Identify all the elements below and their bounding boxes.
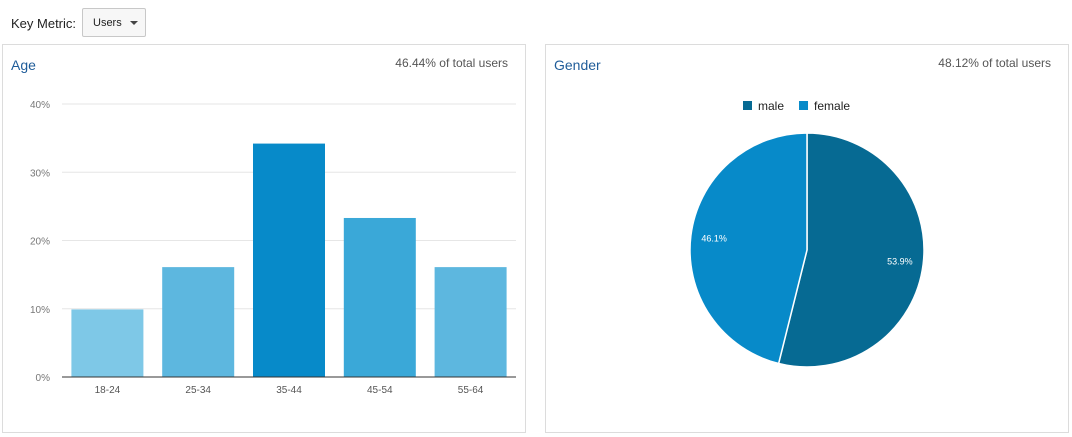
legend-label: male <box>758 99 784 113</box>
x-tick-label: 18-24 <box>95 385 121 396</box>
x-tick-label: 55-64 <box>458 385 484 396</box>
gender-total-note: 48.12% of total users <box>938 56 1051 70</box>
toolbar: Key Metric: Users <box>0 0 1072 44</box>
y-tick-label: 30% <box>30 168 50 179</box>
bar[interactable] <box>253 143 325 377</box>
pie-slice-male[interactable] <box>777 132 925 368</box>
bar[interactable] <box>434 267 507 377</box>
age-total-note: 46.44% of total users <box>395 56 508 70</box>
legend-label: female <box>814 99 850 113</box>
caret-down-icon <box>130 21 138 25</box>
bar[interactable] <box>162 267 235 377</box>
gender-panel: male female 53.9% 46.1% Gender 48.12% of to… <box>545 44 1069 433</box>
y-tick-label: 0% <box>36 373 51 384</box>
key-metric-dropdown[interactable]: Users <box>82 8 146 37</box>
slice-label: 53.9% <box>887 256 913 266</box>
key-metric-label: Key Metric: <box>11 16 77 31</box>
slice-label: 46.1% <box>701 234 727 244</box>
bar[interactable] <box>343 217 416 377</box>
key-metric-value: Users <box>93 17 122 29</box>
legend-swatch <box>799 101 809 110</box>
y-tick-label: 40% <box>30 100 50 111</box>
y-tick-label: 20% <box>30 237 50 248</box>
bar[interactable] <box>71 309 144 377</box>
x-tick-label: 25-34 <box>185 385 211 396</box>
x-tick-label: 35-44 <box>276 385 302 396</box>
pie-slice-female[interactable] <box>689 132 808 365</box>
legend-swatch <box>743 101 752 110</box>
y-tick-label: 10% <box>30 305 50 316</box>
age-chart: 0% 10% 20% 30% 40% 18-24 25-34 35-44 45-54 55-64 <box>30 100 516 396</box>
age-title: Age <box>11 57 36 73</box>
gender-chart: male female 53.9% 46.1% <box>689 99 925 368</box>
x-tick-label: 45-54 <box>367 385 393 396</box>
age-panel: 0% 10% 20% 30% 40% 18-24 25-34 35-44 45-54 55-64 … <box>2 44 526 433</box>
gender-title: Gender <box>554 57 601 73</box>
